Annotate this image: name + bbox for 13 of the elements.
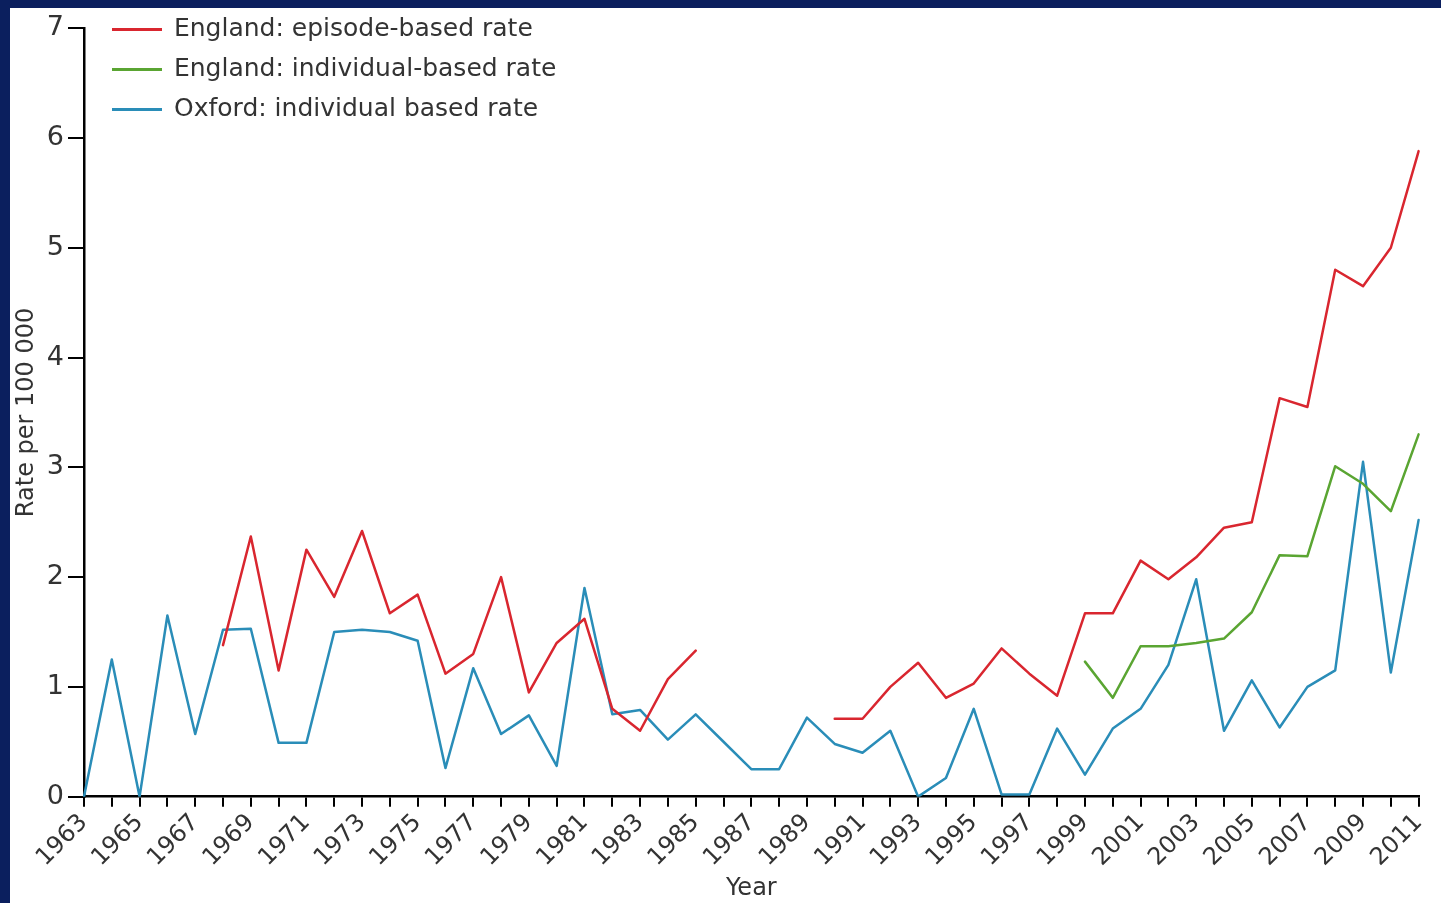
legend-label: England: individual-based rate [173,53,557,83]
y-tick-label: 6 [46,119,64,151]
legend-label: Oxford: individual based rate [173,93,539,123]
x-axis-title: Year [724,872,777,901]
y-tick-label: 0 [46,778,64,810]
y-tick-label: 2 [46,559,64,591]
y-tick-label: 7 [46,10,64,42]
y-tick-label: 5 [46,229,64,261]
y-tick-label: 4 [46,339,64,371]
y-tick-label: 3 [46,449,64,481]
legend-label: England: episode-based rate [173,13,533,43]
y-tick-label: 1 [46,668,64,700]
y-axis-title: Rate per 100 000 [10,307,39,518]
